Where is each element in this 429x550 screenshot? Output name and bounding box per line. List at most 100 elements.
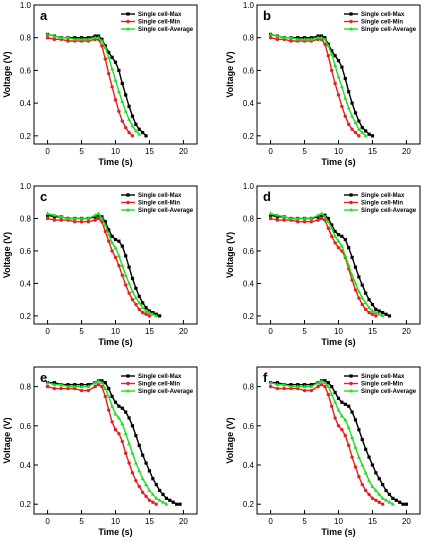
data-point <box>275 218 280 222</box>
data-point <box>107 239 111 243</box>
data-point <box>377 312 382 316</box>
data-point <box>353 445 358 449</box>
data-point <box>137 300 142 305</box>
data-point <box>103 45 108 49</box>
data-point <box>79 216 84 220</box>
data-point <box>45 32 50 36</box>
data-point <box>127 265 131 269</box>
data-point <box>134 434 138 438</box>
data-point <box>107 408 111 412</box>
data-point <box>133 295 138 300</box>
x-tick-label: 15 <box>368 147 377 156</box>
data-point <box>123 283 128 287</box>
data-point <box>93 218 97 222</box>
data-point <box>117 404 121 408</box>
data-point <box>387 500 392 504</box>
data-point <box>343 76 347 81</box>
legend-marker <box>126 381 130 386</box>
data-point <box>124 254 128 258</box>
data-point <box>120 421 125 426</box>
data-point <box>117 431 121 436</box>
y-tick-label: 0.6 <box>243 247 255 256</box>
data-point <box>52 218 57 222</box>
data-point <box>367 310 371 315</box>
data-point <box>93 213 98 217</box>
panel-label: d <box>263 189 271 204</box>
data-point <box>374 471 378 475</box>
data-point <box>367 478 372 483</box>
legend-entry: Single cell-Min <box>138 382 180 388</box>
data-point <box>134 122 138 126</box>
data-point <box>353 288 358 292</box>
series-line-0 <box>47 380 180 505</box>
data-point <box>113 428 118 432</box>
data-point <box>147 314 152 318</box>
data-point <box>113 400 118 404</box>
data-point <box>347 404 351 408</box>
data-point <box>363 470 368 475</box>
data-point <box>363 133 368 138</box>
legend-marker <box>349 19 353 24</box>
data-point <box>117 109 121 113</box>
data-point <box>130 451 135 455</box>
data-point <box>268 213 273 217</box>
data-point <box>59 214 64 219</box>
x-tick-label: 15 <box>145 517 154 526</box>
data-point <box>363 307 368 312</box>
data-point <box>330 49 334 53</box>
y-tick-label: 0.6 <box>243 422 255 431</box>
data-point <box>65 35 70 40</box>
data-point <box>79 220 84 224</box>
data-point <box>127 416 131 420</box>
legend-entry: Single cell-Max <box>138 374 182 380</box>
panel-label: b <box>263 8 271 23</box>
x-axis-label: Time (s) <box>321 527 355 537</box>
data-point <box>103 394 108 399</box>
data-point <box>103 220 107 224</box>
x-tick-label: 5 <box>79 147 84 156</box>
y-axis-label: Voltage (V) <box>2 417 12 463</box>
data-point <box>150 492 155 496</box>
data-point <box>120 406 124 410</box>
data-point <box>140 490 145 495</box>
y-tick-label: 0.6 <box>243 66 255 75</box>
data-point <box>113 98 118 102</box>
data-point <box>384 488 388 493</box>
data-point <box>346 425 351 430</box>
data-point <box>330 404 334 408</box>
data-point <box>137 443 141 447</box>
data-point <box>356 454 361 459</box>
y-tick-label: 0.2 <box>20 132 32 141</box>
data-point <box>72 37 77 41</box>
data-point <box>100 384 104 389</box>
data-point <box>343 237 347 242</box>
x-tick-label: 0 <box>45 147 50 156</box>
data-point <box>137 127 141 131</box>
data-point <box>52 382 57 387</box>
x-tick-label: 20 <box>402 327 411 336</box>
data-point <box>336 93 341 97</box>
data-point <box>275 213 280 217</box>
x-axis-label: Time (s) <box>321 157 355 167</box>
legend-entry: Single cell-Max <box>138 193 182 199</box>
data-point <box>288 216 293 220</box>
data-point <box>137 294 141 298</box>
data-point <box>59 382 64 387</box>
series-line-2 <box>270 212 383 317</box>
panel-label: f <box>263 370 268 385</box>
x-tick-label: 20 <box>179 147 188 156</box>
data-point <box>79 37 84 41</box>
data-point <box>144 482 149 486</box>
data-point <box>357 296 361 300</box>
data-point <box>113 78 118 82</box>
data-point <box>154 313 159 318</box>
data-point <box>59 386 63 391</box>
data-point <box>144 308 149 313</box>
data-point <box>120 439 124 444</box>
x-tick-label: 0 <box>45 517 50 526</box>
data-point <box>336 245 341 250</box>
data-point <box>93 380 98 385</box>
data-point <box>144 312 148 316</box>
legend-marker <box>126 12 130 16</box>
data-point <box>110 234 114 238</box>
